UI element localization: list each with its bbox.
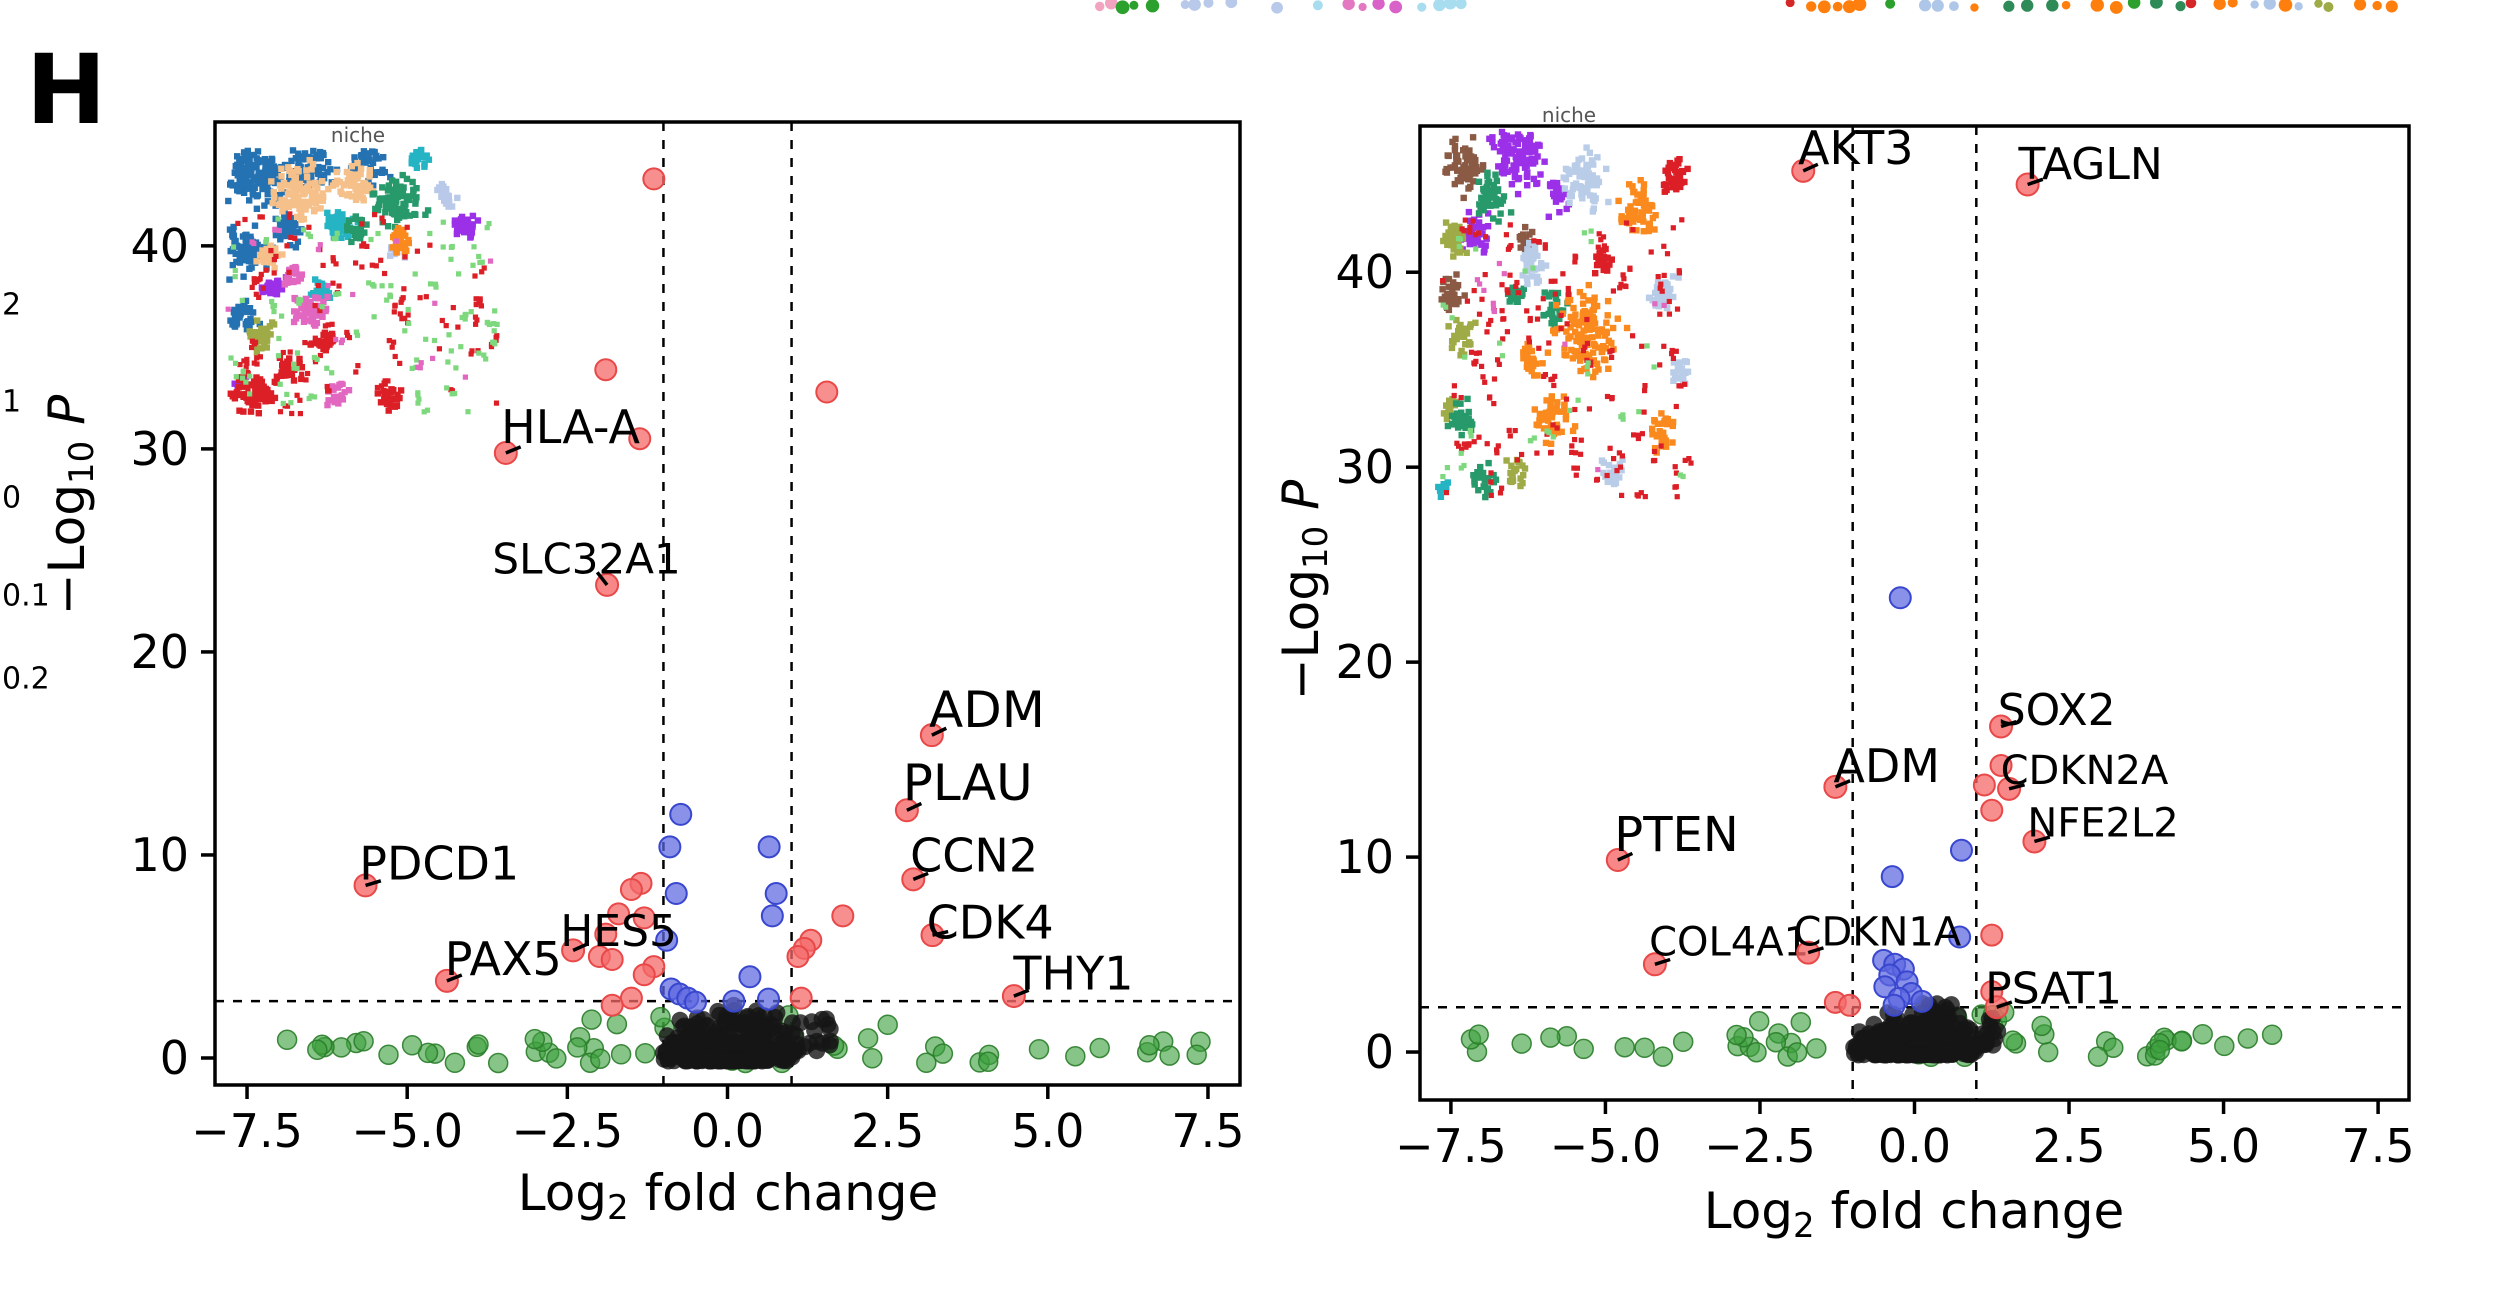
svg-text:Log2 fold change: Log2 fold change [518, 1164, 939, 1228]
svg-text:−2.5: −2.5 [1704, 1119, 1816, 1173]
volcano-left-black-points [654, 996, 839, 1070]
volcano-left-niche-inset: niche [225, 123, 500, 417]
svg-text:−Log10 P: −Log10 P [1272, 479, 1336, 700]
gene-label-HLA-A: HLA-A [501, 400, 640, 454]
gene-label-PSAT1: PSAT1 [1985, 964, 2122, 1015]
volcano-left-threshold-lines [215, 122, 1240, 1085]
svg-text:−5.0: −5.0 [351, 1104, 463, 1158]
svg-text:20: 20 [1335, 635, 1394, 689]
gene-label-TAGLN: TAGLN [2018, 139, 2163, 190]
gene-label-SOX2: SOX2 [1998, 685, 2116, 736]
gene-label-PTEN: PTEN [1614, 807, 1739, 863]
svg-text:10: 10 [130, 828, 189, 882]
gene-label-PAX5: PAX5 [445, 932, 562, 986]
svg-text:30: 30 [1335, 440, 1394, 494]
gene-label-CCN2: CCN2 [910, 829, 1038, 883]
volcano-left-axes-box [213, 120, 1242, 1087]
gene-label-ADM: ADM [1833, 739, 1940, 793]
volcano-right-gene-labels: AKT3 TAGLN SOX2 CDKN2A NFE2L2 ADM PTEN COL4A1CD… [1605, 121, 2179, 1020]
volcano-left-red-points [587, 167, 855, 1017]
svg-text:Log2 fold change: Log2 fold change [1704, 1182, 2125, 1246]
volcano-right-inset-title: niche [1542, 103, 1596, 127]
svg-text:40: 40 [130, 219, 189, 273]
volcano-right-red-points [1823, 753, 2013, 1017]
svg-text:0: 0 [1365, 1025, 1394, 1079]
gene-label-CDKN1A: CDKN1A [1794, 910, 1962, 956]
gene-label-AKT3: AKT3 [1798, 121, 1913, 175]
volcano-right-niche-inset: niche [1435, 103, 1694, 501]
edge-tick-label: 0.2 [2, 661, 50, 697]
gene-label-NFE2L2: NFE2L2 [2027, 800, 2178, 846]
gene-label-CDKN2A: CDKN2A [2001, 748, 2169, 794]
volcano-right-blue-points [1872, 586, 1973, 1017]
svg-text:2.5: 2.5 [851, 1104, 924, 1158]
volcano-left-blue-points [655, 802, 788, 1014]
svg-text:20: 20 [130, 625, 189, 679]
gene-label-HES5: HES5 [560, 906, 677, 957]
gene-label-CDK4: CDK4 [927, 896, 1054, 950]
volcano-left: −7.5 −5.0 −2.5 0.0 2.5 5.0 7.5 0 10 20 30 40 Log2 fo… [38, 120, 1245, 1228]
edge-tick-label: 2 [2, 287, 22, 323]
svg-text:−2.5: −2.5 [511, 1104, 623, 1158]
volcano-right-ticks: −7.5 −5.0 −2.5 0.0 2.5 5.0 7.5 0 10 20 30 40 [1335, 245, 2414, 1173]
svg-text:−Log10 P: −Log10 P [38, 394, 102, 615]
svg-text:−7.5: −7.5 [191, 1104, 303, 1158]
volcano-left-inset-title: niche [331, 123, 385, 147]
svg-text:7.5: 7.5 [2342, 1119, 2415, 1173]
edge-tick-label: 1 [2, 384, 22, 420]
svg-text:10: 10 [1335, 830, 1394, 884]
gene-label-THY1: THY1 [1012, 946, 1133, 1000]
svg-text:30: 30 [130, 422, 189, 476]
svg-text:0: 0 [160, 1031, 189, 1085]
svg-text:0.0: 0.0 [1878, 1119, 1951, 1173]
svg-text:40: 40 [1335, 245, 1394, 299]
edge-tick-label: 0.1 [2, 578, 50, 614]
svg-text:−7.5: −7.5 [1395, 1119, 1507, 1173]
edge-tick-label: 0 [2, 480, 22, 516]
svg-text:2.5: 2.5 [2032, 1119, 2105, 1173]
gene-label-ADM: ADM [929, 681, 1045, 739]
svg-text:0.0: 0.0 [691, 1104, 764, 1158]
gene-label-SLC32A1: SLC32A1 [492, 535, 680, 584]
top-edge-strip [1094, 0, 2398, 15]
svg-text:7.5: 7.5 [1171, 1104, 1244, 1158]
volcano-right-axis-labels: Log2 fold change −Log10 P [1272, 479, 2124, 1246]
svg-text:5.0: 5.0 [1011, 1104, 1084, 1158]
gene-label-PDCD1: PDCD1 [359, 837, 519, 891]
svg-text:5.0: 5.0 [2187, 1119, 2260, 1173]
panel-label: H [26, 34, 107, 146]
gene-label-PLAU: PLAU [903, 754, 1033, 812]
gene-label-COL4A1: COL4A1 [1649, 919, 1809, 965]
volcano-right: −7.5 −5.0 −2.5 0.0 2.5 5.0 7.5 0 10 20 30 40 Log2 fo… [1272, 103, 2415, 1246]
svg-text:−5.0: −5.0 [1550, 1119, 1662, 1173]
volcano-left-axis-labels: Log2 fold change −Log10 P [38, 394, 938, 1228]
volcano-left-ticks: −7.5 −5.0 −2.5 0.0 2.5 5.0 7.5 0 10 20 30 40 [130, 219, 1244, 1158]
volcano-right-black-points [1845, 995, 2007, 1064]
